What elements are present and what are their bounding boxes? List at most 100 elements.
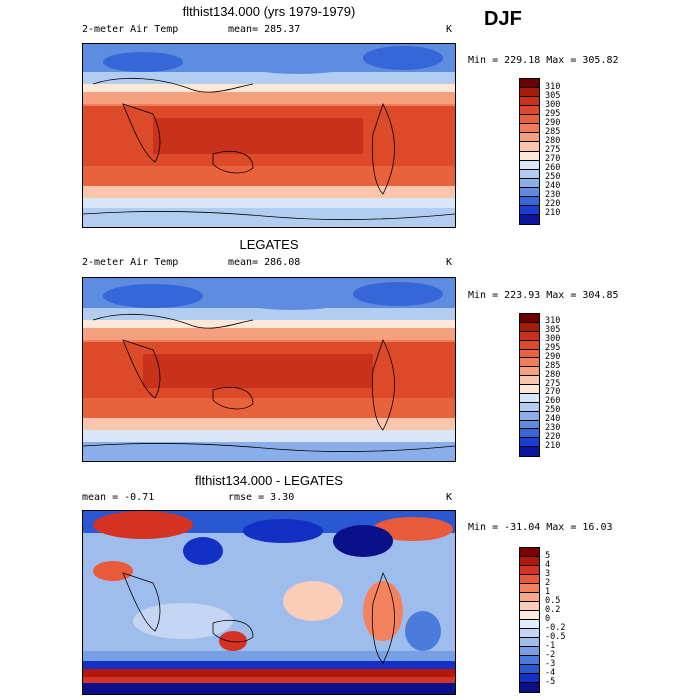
panel-2-mean-label: mean= 286.08 [228, 257, 301, 268]
colorbar-label: -3 [545, 658, 556, 669]
colorbar-label: 250 [545, 172, 561, 183]
colorbar-segment [520, 411, 539, 421]
colorbar-label: 275 [545, 378, 561, 389]
colorbar-segment [520, 133, 539, 143]
colorbar-label: 285 [545, 360, 561, 371]
colorbar-segment [520, 575, 539, 584]
panel-1-map-field [83, 44, 455, 227]
colorbar-segment [520, 97, 539, 107]
colorbar-segment [520, 340, 539, 350]
colorbar-segment [520, 584, 539, 593]
colorbar-segment [520, 160, 539, 170]
colorbar-segment [520, 367, 539, 377]
colorbar-label: 280 [545, 135, 561, 146]
colorbar-segment [520, 196, 539, 206]
colorbar-segment [520, 629, 539, 638]
colorbar-label: 240 [545, 414, 561, 424]
colorbar-segment [520, 420, 539, 430]
colorbar-label: 290 [545, 351, 561, 362]
colorbar-label: 3 [545, 568, 551, 579]
colorbar-segment [520, 393, 539, 403]
colorbar-label: 0.2 [545, 604, 561, 615]
colorbar-segment [520, 214, 539, 224]
panel-3-map-field [83, 511, 455, 694]
colorbar-label: 4 [545, 559, 551, 570]
colorbar-label: 300 [545, 99, 561, 110]
panel-1-minmax: Min = 229.18 Max = 305.82 [468, 55, 619, 66]
colorbar-segment [520, 566, 539, 575]
colorbar-segment [520, 106, 539, 116]
colorbar-label: 305 [545, 90, 561, 101]
colorbar-segment [520, 665, 539, 674]
colorbar-segment [520, 115, 539, 125]
colorbar-label: 295 [545, 108, 561, 119]
colorbar-segment [520, 358, 539, 368]
season-label: DJF [484, 8, 522, 30]
panel-3-rmse-label: rmse = 3.30 [228, 492, 295, 503]
colorbar-segment [520, 611, 539, 620]
colorbar-label: 250 [545, 405, 561, 416]
panel-2-title: LEGATES [239, 237, 299, 252]
panel-2-variable-label: 2-meter Air Temp [82, 257, 179, 268]
colorbar-segment [520, 385, 539, 394]
colorbar-segment [520, 331, 539, 341]
colorbar-label: 280 [545, 369, 561, 380]
colorbar-label: 220 [545, 199, 561, 210]
colorbar-label: -1 [545, 640, 556, 651]
colorbar-label: 0 [545, 613, 551, 624]
colorbar-label: -0.5 [545, 631, 566, 642]
colorbar-label: 310 [545, 316, 561, 327]
colorbar-segment [520, 79, 539, 89]
colorbar-segment [520, 602, 539, 611]
colorbar-label: 230 [545, 422, 561, 433]
colorbar-label: 285 [545, 126, 561, 137]
panel-2-map [82, 277, 456, 462]
colorbar-label: 0.5 [545, 595, 561, 606]
colorbar-segment [520, 647, 539, 656]
panel-1-map [82, 43, 456, 228]
panel-2-map-field [83, 278, 455, 461]
panel-3-map [82, 510, 456, 695]
panel-1-colorbar [519, 78, 540, 225]
colorbar-label: 270 [545, 387, 561, 398]
panel-1-variable-label: 2-meter Air Temp [82, 24, 179, 35]
colorbar-segment [520, 447, 539, 456]
colorbar-label: 295 [545, 343, 561, 353]
panel-1-units-label: K [446, 24, 453, 35]
panel-2-minmax: Min = 223.93 Max = 304.85 [468, 290, 619, 301]
colorbar-label: 260 [545, 396, 561, 407]
colorbar-segment [520, 376, 539, 385]
panel-3-minmax: Min = -31.04 Max = 16.03 [468, 522, 613, 533]
colorbar-segment [520, 402, 539, 412]
panel-3-units-label: K [446, 492, 453, 503]
colorbar-segment [520, 322, 539, 332]
colorbar-segment [520, 674, 539, 683]
colorbar-label: 240 [545, 181, 561, 192]
colorbar-label: 230 [545, 190, 561, 201]
colorbar-label: -4 [545, 667, 556, 678]
colorbar-segment [520, 187, 539, 197]
colorbar-segment [520, 683, 539, 692]
colorbar-segment [520, 178, 539, 188]
colorbar-label: 1 [545, 586, 551, 597]
colorbar-segment [520, 349, 539, 359]
colorbar-segment [520, 438, 539, 448]
colorbar-segment [520, 88, 539, 98]
colorbar-label: 260 [545, 163, 561, 174]
colorbar-segment [520, 151, 539, 161]
colorbar-label: 305 [545, 325, 561, 336]
panel-1-title: flthist134.000 (yrs 1979-1979) [182, 4, 356, 19]
colorbar-segment [520, 638, 539, 647]
panel-3-title: flthist134.000 - LEGATES [195, 473, 343, 488]
colorbar-label: -2 [545, 649, 556, 660]
colorbar-label: 210 [545, 208, 561, 219]
colorbar-label: 210 [545, 440, 561, 451]
panel-2-colorbar [519, 313, 540, 457]
colorbar-segment [520, 429, 539, 439]
colorbar-segment [520, 557, 539, 566]
colorbar-segment [520, 314, 539, 323]
colorbar-segment [520, 548, 539, 557]
colorbar-label: 5 [545, 550, 551, 561]
colorbar-label: 300 [545, 334, 561, 345]
colorbar-segment [520, 205, 539, 215]
